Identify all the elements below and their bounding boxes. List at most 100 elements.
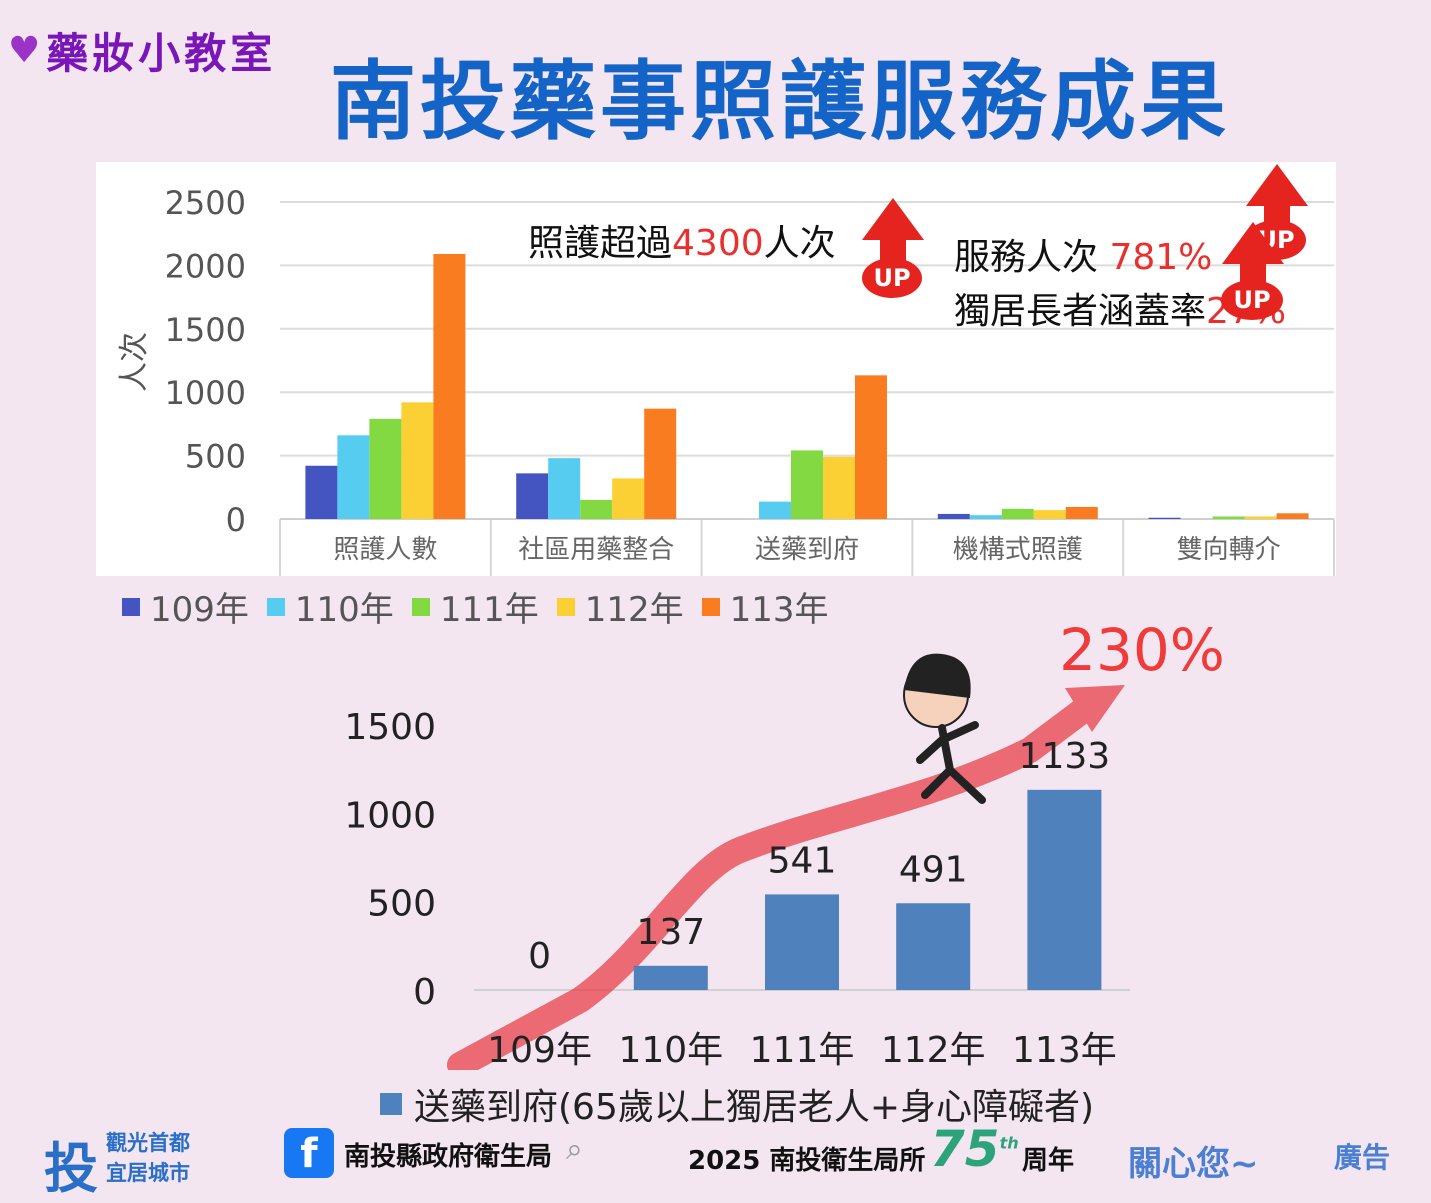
legend-item: 109年 (122, 582, 249, 631)
bar (612, 478, 645, 519)
footer: 投 觀光首都 宜居城市 f 南投縣政府衛生局 ⌕ 2025 南投衛生局所 75t… (0, 1120, 1431, 1200)
facebook-icon[interactable]: f (284, 1128, 334, 1178)
x-tick-label: 112年 (881, 1030, 986, 1070)
trend-arrow-head (1065, 685, 1125, 732)
legend-label: 109年 (150, 590, 249, 630)
data-label: 541 (768, 840, 837, 881)
runner-hair (904, 653, 971, 698)
legend-label: 送藥到府(65歲以上獨居老人+身心障礙者) (414, 1087, 1095, 1128)
legend-label: 110年 (294, 590, 394, 630)
anniversary-logo: 75th (930, 1120, 1019, 1178)
bar (791, 450, 823, 519)
care-text: 關心您~ (1128, 1144, 1259, 1184)
x-tick-label: 113年 (1012, 1030, 1117, 1070)
bottom-chart-legend: 送藥到府(65歲以上獨居老人+身心障礙者) (380, 1078, 1094, 1130)
y-axis-label: 人次 (117, 332, 152, 392)
y-tick-label: 1500 (165, 311, 246, 349)
legend-item: 110年 (266, 582, 394, 631)
data-label: 1133 (1019, 736, 1111, 777)
y-tick-label: 500 (185, 438, 246, 476)
legend-swatch (411, 597, 430, 616)
bar (765, 894, 839, 990)
data-label: 137 (636, 912, 705, 953)
bar (1212, 516, 1245, 519)
growth-label: 230% (1059, 616, 1225, 684)
up-label: UP (1233, 286, 1270, 314)
x-tick-label: 社區用藥整合 (518, 535, 674, 565)
x-tick-label: 送藥到府 (755, 535, 859, 565)
legend-item: 112年 (556, 582, 684, 631)
bar (823, 456, 855, 519)
legend-item: 111年 (411, 582, 539, 631)
slogan-line-2: 宜居城市 (106, 1161, 190, 1185)
bar (433, 253, 466, 519)
x-tick-label: 雙向轉介 (1177, 535, 1281, 565)
bar (1001, 508, 1034, 519)
data-label: 491 (899, 849, 968, 890)
y-tick-label: 1000 (344, 795, 436, 836)
bar (337, 435, 370, 519)
service-annotation: 服務人次 781% (954, 228, 1212, 280)
service-value: 781% (1109, 237, 1213, 278)
bar (1244, 516, 1277, 519)
up-arrow-icon: UP (1221, 222, 1284, 320)
anniversary-number: 75 (930, 1120, 1000, 1178)
bar (580, 499, 613, 519)
anniversary-label: 周年 (1022, 1146, 1075, 1176)
bar (548, 458, 581, 519)
bar (937, 513, 970, 519)
legend-label: 113年 (729, 590, 829, 630)
legend-item: 113年 (701, 582, 829, 631)
up-arrow-icon: UP (862, 198, 924, 298)
bar (896, 903, 971, 990)
anniversary-suffix: th (999, 1133, 1019, 1153)
top-chart-panel: 0 500 1000 1500 2000 2500 人次照護人數 社區用藥整合 送藥到府 機構式照… (96, 162, 1336, 576)
y-tick-label: 500 (367, 884, 436, 925)
up-label: UP (873, 264, 910, 292)
bar (759, 501, 791, 519)
legend-swatch (380, 1093, 402, 1115)
trend-arrow (447, 685, 1125, 1070)
care-suffix: 人次 (763, 223, 836, 264)
legend-swatch (556, 597, 575, 616)
slogan-line-1: 觀光首都 (106, 1131, 190, 1155)
bar (516, 473, 549, 519)
bar (1033, 510, 1066, 519)
legend-label: 111年 (439, 590, 539, 630)
legend-swatch (266, 597, 285, 616)
top-chart-legend: 109年 110年 111年 112年 113年 (122, 582, 847, 631)
bar (305, 465, 338, 519)
x-tick-label: 109年 (487, 1030, 592, 1070)
x-tick-label: 照護人數 (333, 535, 437, 565)
badge-label: 藥妝小教室 (46, 28, 277, 78)
y-tick-label: 0 (413, 972, 436, 1013)
bar (369, 418, 402, 519)
y-tick-label: 0 (226, 501, 246, 539)
care-prefix: 照護超過 (528, 223, 673, 264)
slogan: 觀光首都 宜居城市 (106, 1128, 190, 1188)
y-tick-label: 2000 (165, 247, 246, 285)
facebook-page-name[interactable]: 南投縣政府衛生局 (344, 1142, 553, 1172)
y-tick-label: 2500 (165, 184, 246, 222)
y-tick-label: 1500 (344, 707, 436, 748)
data-label: 0 (528, 936, 551, 977)
bar (1148, 517, 1181, 519)
x-tick-label: 110年 (618, 1030, 723, 1070)
x-tick-label: 機構式照護 (953, 535, 1083, 565)
bottom-chart: 0 500 1000 1500 0 109年 137 110年 541 111年 491 112年 11… (344, 616, 1225, 1070)
ad-label: 廣告 (1334, 1141, 1391, 1174)
care-annotation: 照護超過4300人次 (528, 214, 836, 266)
bar (644, 408, 677, 519)
bar (855, 375, 887, 519)
service-prefix: 服務人次 (954, 237, 1110, 278)
runner-body (916, 721, 986, 804)
search-icon[interactable]: ⌕ (566, 1132, 583, 1167)
legend-swatch (701, 597, 720, 616)
bar (1276, 513, 1309, 519)
y-tick-label: 1000 (165, 374, 246, 412)
county-logo: 投 (44, 1137, 98, 1200)
bar (401, 402, 434, 519)
runner-figure (903, 653, 986, 804)
bar (969, 515, 1002, 519)
